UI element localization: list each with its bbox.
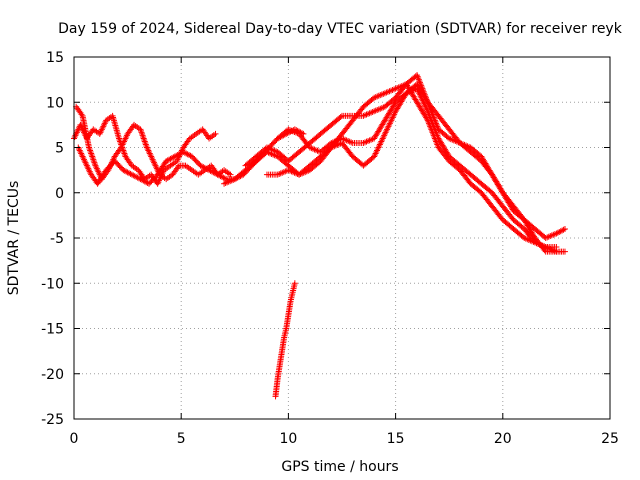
trace-marker xyxy=(221,175,228,182)
y-tick-label: -20 xyxy=(41,367,64,383)
y-axis-label: SDTVAR / TECUs xyxy=(6,181,22,296)
x-tick-label: 0 xyxy=(70,431,79,447)
data-point xyxy=(291,280,298,287)
trace-marker xyxy=(337,113,344,120)
trace-marker xyxy=(144,179,151,186)
x-tick-label: 5 xyxy=(177,431,186,447)
grid xyxy=(74,57,610,419)
x-tick-label: 15 xyxy=(387,431,405,447)
axis-ticks: 0 5 10 15 20 25 -25 -20 -15 -10 -5 0 5 10 15 xyxy=(41,50,619,447)
data-points xyxy=(71,72,568,400)
trace-marker xyxy=(560,226,567,233)
data-point xyxy=(227,171,234,178)
y-tick-label: -10 xyxy=(41,276,64,292)
series-track-g xyxy=(274,85,560,251)
data-point xyxy=(561,225,568,232)
y-tick-label: 10 xyxy=(46,95,64,111)
data-point xyxy=(212,130,219,137)
x-tick-label: 25 xyxy=(601,431,619,447)
series-track-a xyxy=(71,112,219,187)
y-tick-label: 5 xyxy=(55,141,64,157)
y-tick-label: -5 xyxy=(50,231,64,247)
y-tick-label: -15 xyxy=(41,322,64,338)
x-axis-label: GPS time / hours xyxy=(281,459,398,475)
x-tick-label: 10 xyxy=(279,431,297,447)
y-tick-label: 15 xyxy=(46,50,64,66)
data-point xyxy=(553,244,560,251)
data-point xyxy=(561,248,568,255)
series-track-h xyxy=(272,280,298,400)
y-tick-label: -25 xyxy=(41,412,64,428)
y-tick-label: 0 xyxy=(55,186,64,202)
x-tick-label: 20 xyxy=(494,431,512,447)
chart-title: Day 159 of 2024, Sidereal Day-to-day VTE… xyxy=(58,21,623,37)
